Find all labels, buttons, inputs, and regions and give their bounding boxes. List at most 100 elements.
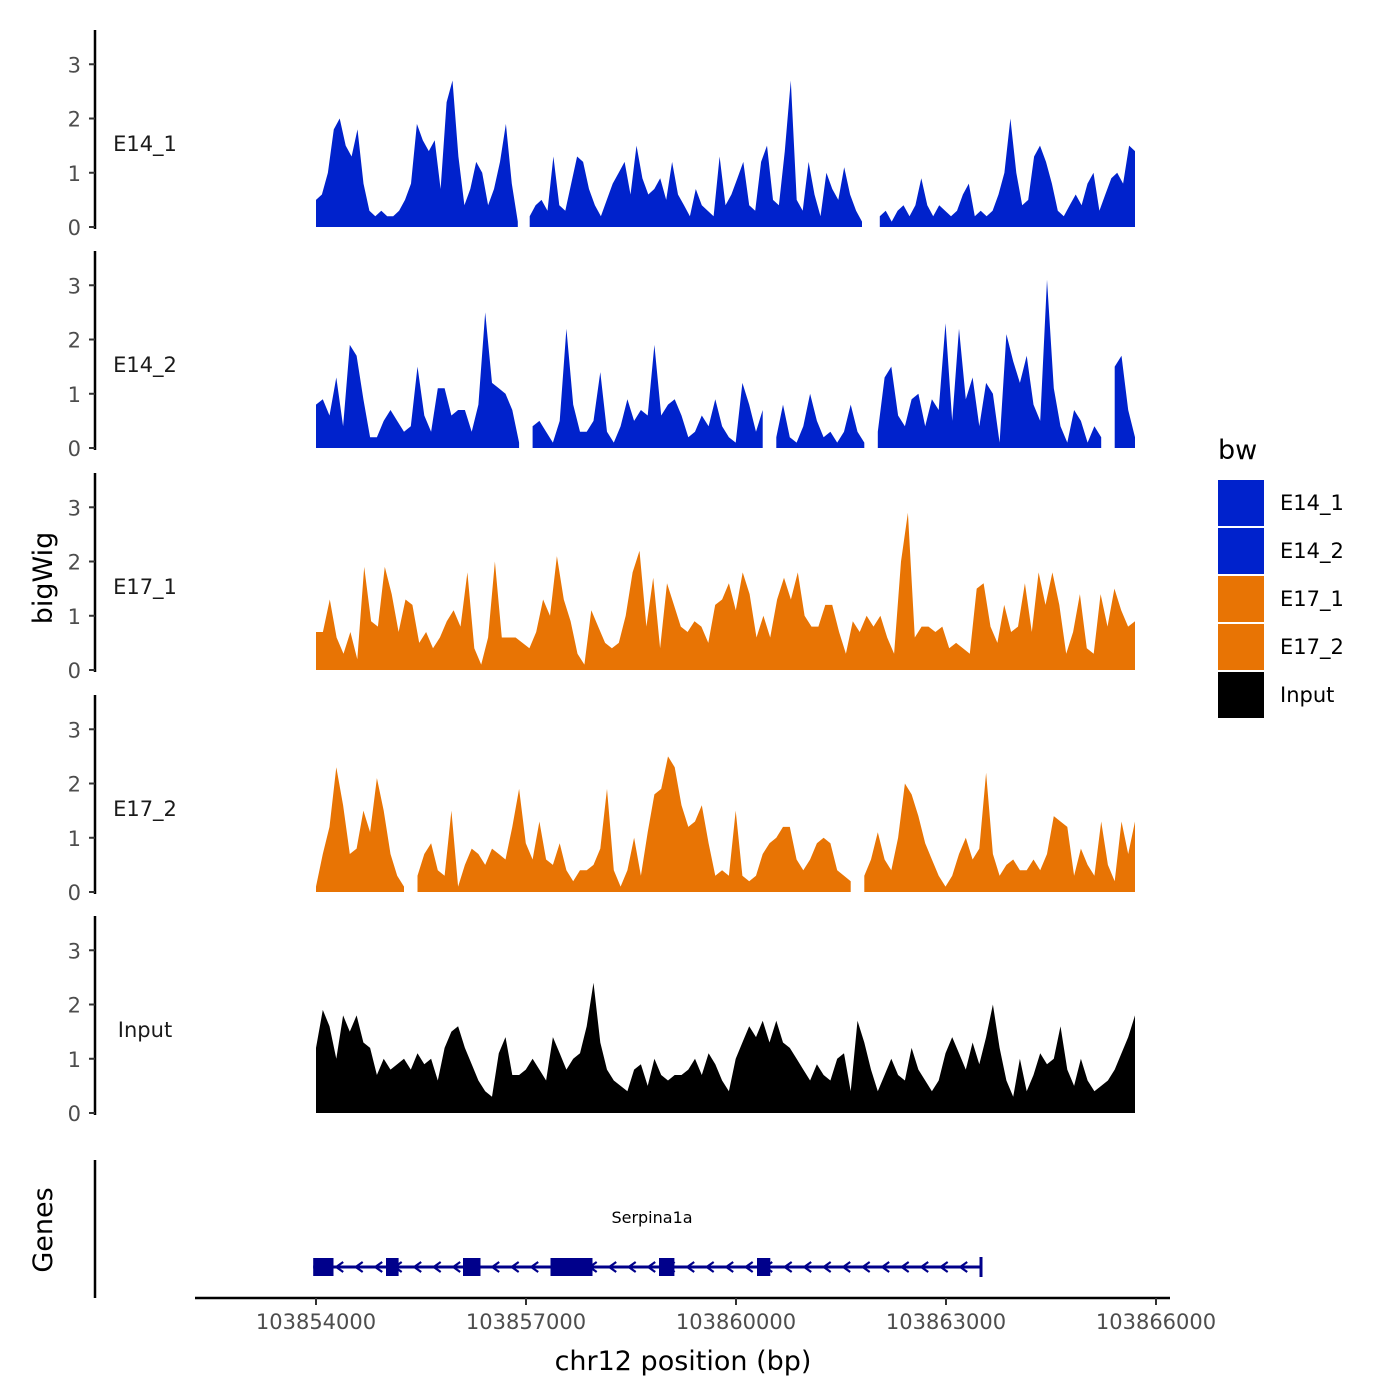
track-label-e17-2: E17_2 <box>113 797 177 822</box>
strand-arrow <box>646 1261 656 1273</box>
strand-arrow <box>509 1261 520 1273</box>
legend-label-e14-1: E14_1 <box>1280 491 1344 516</box>
y-tick-label: 2 <box>68 551 81 575</box>
y-tick-label: 1 <box>68 827 81 851</box>
strand-arrow <box>743 1261 754 1273</box>
area-e14-1-segment <box>316 80 518 227</box>
exon <box>757 1258 771 1276</box>
strand-arrow <box>431 1261 442 1273</box>
strand-arrow <box>704 1261 715 1273</box>
exon <box>386 1258 399 1276</box>
strand-arrow <box>782 1261 793 1273</box>
exon <box>659 1258 675 1276</box>
area-e14-1-segment <box>879 118 1135 227</box>
area-e17-1-segment <box>316 512 1135 670</box>
legend-title: bw <box>1218 435 1257 466</box>
legend-swatch-input <box>1218 672 1264 718</box>
strand-arrow <box>451 1261 461 1273</box>
y-tick-label: 3 <box>68 939 81 963</box>
x-tick-label: 103866000 <box>1096 1310 1216 1334</box>
strand-arrow <box>802 1261 812 1273</box>
y-tick-label: 2 <box>68 994 81 1018</box>
strand-arrow <box>529 1261 539 1273</box>
genes-axis-title: Genes <box>28 1187 59 1272</box>
area-e17-2-segment <box>864 772 1135 892</box>
area-e14-2-segment <box>1114 355 1135 448</box>
strand-arrow <box>607 1261 617 1273</box>
strand-arrow <box>334 1261 344 1273</box>
area-e17-2-segment <box>417 756 851 892</box>
area-e14-2-segment <box>532 328 763 448</box>
x-tick-label: 103854000 <box>256 1310 376 1334</box>
track-label-e14-2: E14_2 <box>113 353 177 378</box>
legend: bw E14_1 E14_2 E17_1 E17_2 Input <box>1218 435 1344 718</box>
strand-arrow <box>841 1261 851 1273</box>
track-input: 0 1 2 3 Input <box>68 916 1135 1126</box>
track-e17-1: 0 1 2 3 E17_1 <box>68 473 1135 683</box>
y-axis-title: bigWig <box>28 532 59 625</box>
gene-serpina1a: Serpina1a <box>313 1208 983 1277</box>
area-e14-2-segment <box>776 393 865 448</box>
y-tick-label: 1 <box>68 1048 81 1072</box>
strand-arrow <box>958 1261 968 1273</box>
strand-arrow <box>626 1261 637 1273</box>
gene-label: Serpina1a <box>611 1208 692 1227</box>
track-e14-1: 0 1 2 3 E14_1 <box>68 30 1135 240</box>
legend-swatch-e14-2 <box>1218 528 1264 574</box>
y-tick-label: 2 <box>68 108 81 132</box>
strand-arrow <box>490 1261 500 1273</box>
legend-label-input: Input <box>1280 683 1334 707</box>
exon <box>313 1258 334 1276</box>
y-tick-label: 1 <box>68 162 81 186</box>
x-tick-label: 103863000 <box>886 1310 1006 1334</box>
y-tick-label: 2 <box>68 773 81 797</box>
area-e14-2-segment <box>316 312 520 448</box>
tracks-layer: 0 1 2 3 E14_1 0 1 2 3 E14_2 0 1 2 3 E17_1 0 1 2 3 E17_2 0 1 2 3… <box>68 30 1135 1126</box>
track-label-input: Input <box>118 1018 172 1042</box>
strand-arrow <box>412 1261 422 1273</box>
genes-layer: Serpina1a <box>93 1160 983 1298</box>
y-tick-label: 0 <box>68 1102 81 1126</box>
strand-arrow <box>724 1261 734 1273</box>
legend-label-e17-1: E17_1 <box>1280 587 1344 612</box>
strand-arrow <box>860 1261 871 1273</box>
y-tick-label: 1 <box>68 605 81 629</box>
area-e14-1-segment <box>529 80 862 227</box>
track-e17-2: 0 1 2 3 E17_2 <box>68 695 1135 905</box>
x-tick-label: 103860000 <box>676 1310 796 1334</box>
y-tick-label: 0 <box>68 437 81 461</box>
y-tick-label: 3 <box>68 718 81 742</box>
strand-arrow <box>919 1261 929 1273</box>
exon <box>463 1258 481 1276</box>
y-tick-label: 3 <box>68 496 81 520</box>
strand-arrow <box>821 1261 832 1273</box>
area-input-segment <box>316 982 1135 1113</box>
x-axis: 103854000 103857000 103860000 103863000 1038… <box>195 1296 1216 1334</box>
y-tick-label: 2 <box>68 329 81 353</box>
y-tick-label: 0 <box>68 881 81 905</box>
x-tick-label: 103857000 <box>466 1310 586 1334</box>
track-e14-2: 0 1 2 3 E14_2 <box>68 251 1135 461</box>
y-tick-label: 1 <box>68 383 81 407</box>
strand-arrow <box>938 1261 949 1273</box>
legend-swatch-e17-2 <box>1218 624 1264 670</box>
strand-arrow <box>353 1261 364 1273</box>
y-tick-label: 3 <box>68 274 81 298</box>
strand-arrow <box>373 1261 383 1273</box>
strand-arrow <box>899 1261 910 1273</box>
legend-label-e14-2: E14_2 <box>1280 539 1344 564</box>
legend-swatch-e14-1 <box>1218 480 1264 526</box>
track-label-e14-1: E14_1 <box>113 132 177 157</box>
area-e17-2-segment <box>316 767 404 892</box>
y-tick-label: 0 <box>68 659 81 683</box>
exon <box>550 1258 593 1276</box>
strand-arrow <box>880 1261 890 1273</box>
strand-arrow <box>685 1261 695 1273</box>
legend-swatch-e17-1 <box>1218 576 1264 622</box>
area-e14-2-segment <box>877 279 1102 448</box>
y-tick-label: 0 <box>68 216 81 240</box>
x-axis-title: chr12 position (bp) <box>555 1346 812 1377</box>
legend-label-e17-2: E17_2 <box>1280 635 1344 660</box>
track-label-e17-1: E17_1 <box>113 575 177 600</box>
